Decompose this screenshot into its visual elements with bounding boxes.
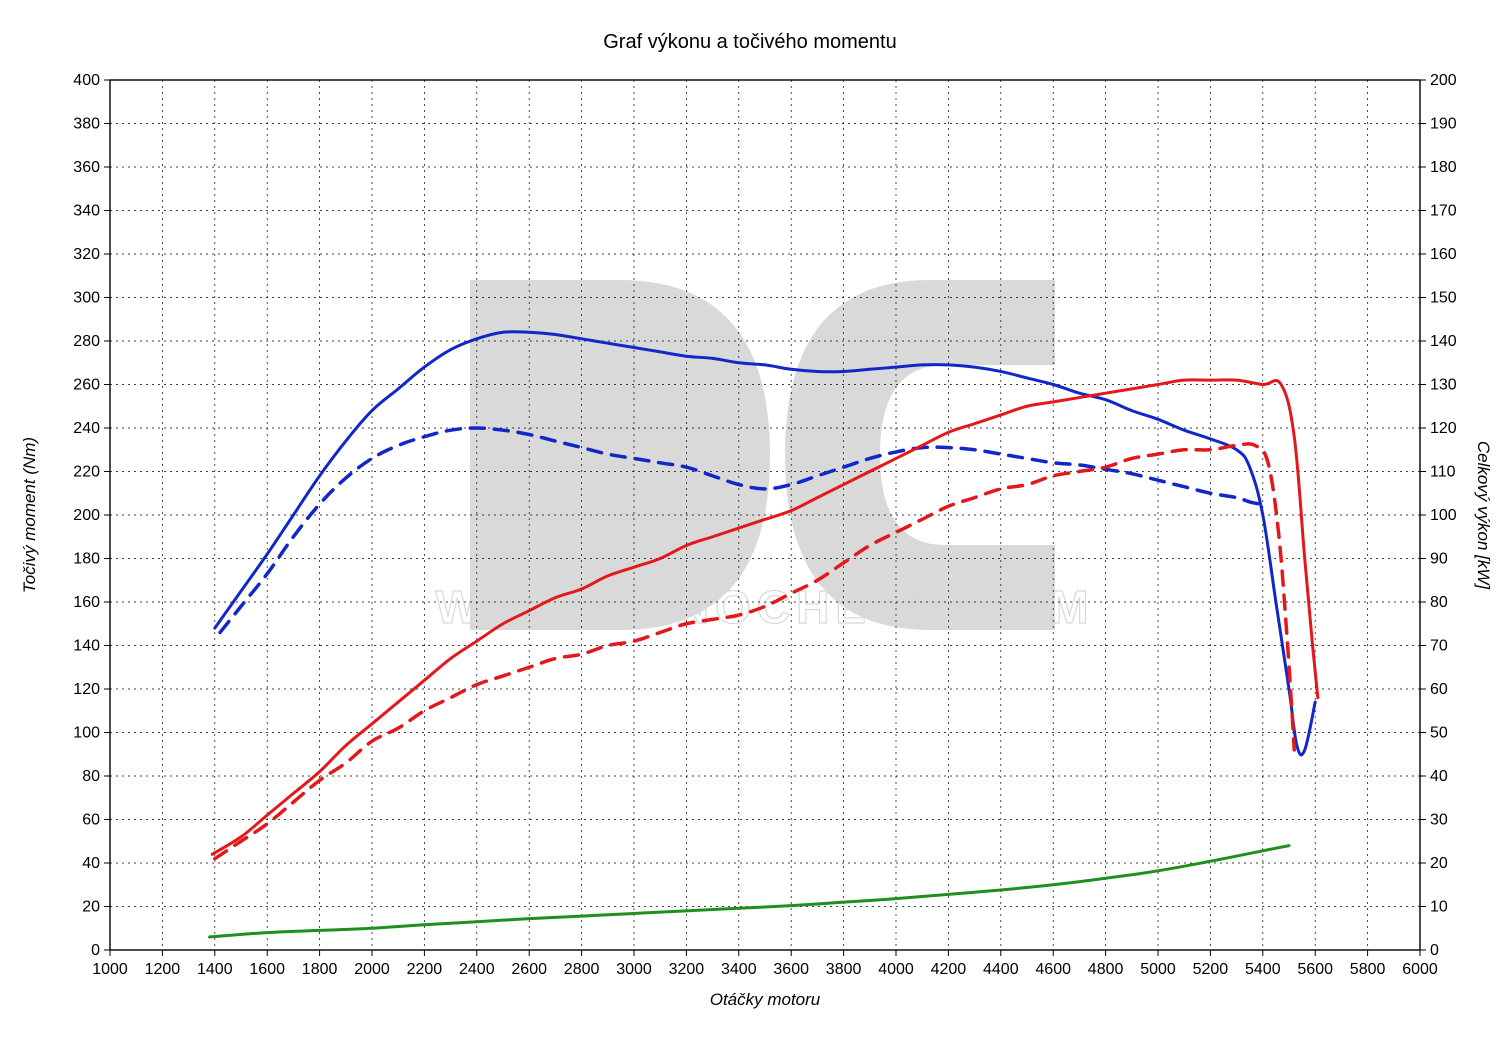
y-left-tick-label: 140: [73, 638, 100, 655]
x-tick-label: 5600: [1297, 961, 1333, 978]
y-right-tick-label: 130: [1430, 377, 1457, 394]
y-right-tick-label: 50: [1430, 725, 1448, 742]
x-tick-label: 2400: [459, 961, 495, 978]
y-left-tick-label: 220: [73, 464, 100, 481]
y-left-tick-label: 160: [73, 594, 100, 611]
y-left-tick-label: 100: [73, 725, 100, 742]
y-right-tick-label: 120: [1430, 420, 1457, 437]
y-right-tick-label: 10: [1430, 899, 1448, 916]
y-left-tick-label: 400: [73, 72, 100, 89]
x-tick-label: 5800: [1350, 961, 1386, 978]
y-left-tick-label: 240: [73, 420, 100, 437]
x-axis-label: Otáčky motoru: [710, 990, 821, 1009]
y-right-tick-label: 70: [1430, 638, 1448, 655]
y-left-tick-label: 200: [73, 507, 100, 524]
chart-title: Graf výkonu a točivého momentu: [603, 31, 896, 53]
x-tick-label: 4800: [1088, 961, 1124, 978]
x-tick-label: 3000: [616, 961, 652, 978]
x-tick-label: 1000: [92, 961, 128, 978]
y-left-tick-label: 60: [82, 812, 100, 829]
y-left-tick-label: 280: [73, 333, 100, 350]
y-right-tick-label: 30: [1430, 812, 1448, 829]
x-tick-label: 1400: [197, 961, 233, 978]
y-right-tick-label: 100: [1430, 507, 1457, 524]
y-right-tick-label: 110: [1430, 464, 1456, 481]
x-tick-label: 1800: [302, 961, 338, 978]
series-torque_tuned: [215, 332, 1315, 755]
x-tick-label: 1600: [249, 961, 285, 978]
y-right-tick-label: 0: [1430, 942, 1439, 959]
y-left-tick-label: 80: [82, 768, 100, 785]
y-left-tick-label: 360: [73, 159, 100, 176]
x-tick-label: 4000: [878, 961, 914, 978]
y-right-tick-label: 90: [1430, 551, 1448, 568]
y-left-tick-label: 260: [73, 377, 100, 394]
x-tick-label: 2000: [354, 961, 390, 978]
y-right-tick-label: 140: [1430, 333, 1457, 350]
x-tick-label: 1200: [145, 961, 181, 978]
y-left-tick-label: 340: [73, 203, 100, 220]
y-left-tick-label: 380: [73, 116, 100, 133]
y-left-tick-label: 320: [73, 246, 100, 263]
y-right-tick-label: 160: [1430, 246, 1457, 263]
y-right-tick-label: 180: [1430, 159, 1457, 176]
series-loss_power: [210, 846, 1289, 937]
x-tick-label: 4600: [1035, 961, 1071, 978]
dyno-chart: WWW.DYNOCHECK.COM 1000120014001600180020…: [0, 0, 1500, 1041]
y-left-tick-label: 20: [82, 899, 100, 916]
x-tick-label: 3800: [826, 961, 862, 978]
x-tick-label: 6000: [1402, 961, 1438, 978]
y-right-tick-label: 200: [1430, 72, 1457, 89]
x-tick-label: 3400: [721, 961, 757, 978]
y-right-tick-label: 40: [1430, 768, 1448, 785]
grid: [110, 80, 1420, 950]
x-tick-label: 4400: [983, 961, 1019, 978]
y-right-tick-label: 150: [1430, 290, 1457, 307]
y-right-tick-label: 170: [1430, 203, 1457, 220]
y-left-tick-label: 300: [73, 290, 100, 307]
x-tick-label: 3600: [773, 961, 809, 978]
y-right-tick-label: 60: [1430, 681, 1448, 698]
y-right-tick-label: 20: [1430, 855, 1448, 872]
x-tick-label: 2800: [564, 961, 600, 978]
x-tick-label: 5000: [1140, 961, 1176, 978]
y-left-label: Točivý moment (Nm): [20, 437, 39, 593]
y-left-tick-label: 0: [91, 942, 100, 959]
x-tick-label: 5200: [1193, 961, 1229, 978]
x-tick-label: 5400: [1245, 961, 1281, 978]
y-right-label: Celkový výkon [kW]: [1474, 441, 1493, 591]
x-tick-label: 4200: [931, 961, 967, 978]
axes: 1000120014001600180020002200240026002800…: [73, 72, 1457, 978]
y-right-tick-label: 80: [1430, 594, 1448, 611]
x-tick-label: 2600: [511, 961, 547, 978]
x-tick-label: 2200: [407, 961, 443, 978]
y-left-tick-label: 40: [82, 855, 100, 872]
y-right-tick-label: 190: [1430, 116, 1457, 133]
x-tick-label: 3200: [669, 961, 705, 978]
y-left-tick-label: 120: [73, 681, 100, 698]
y-left-tick-label: 180: [73, 551, 100, 568]
